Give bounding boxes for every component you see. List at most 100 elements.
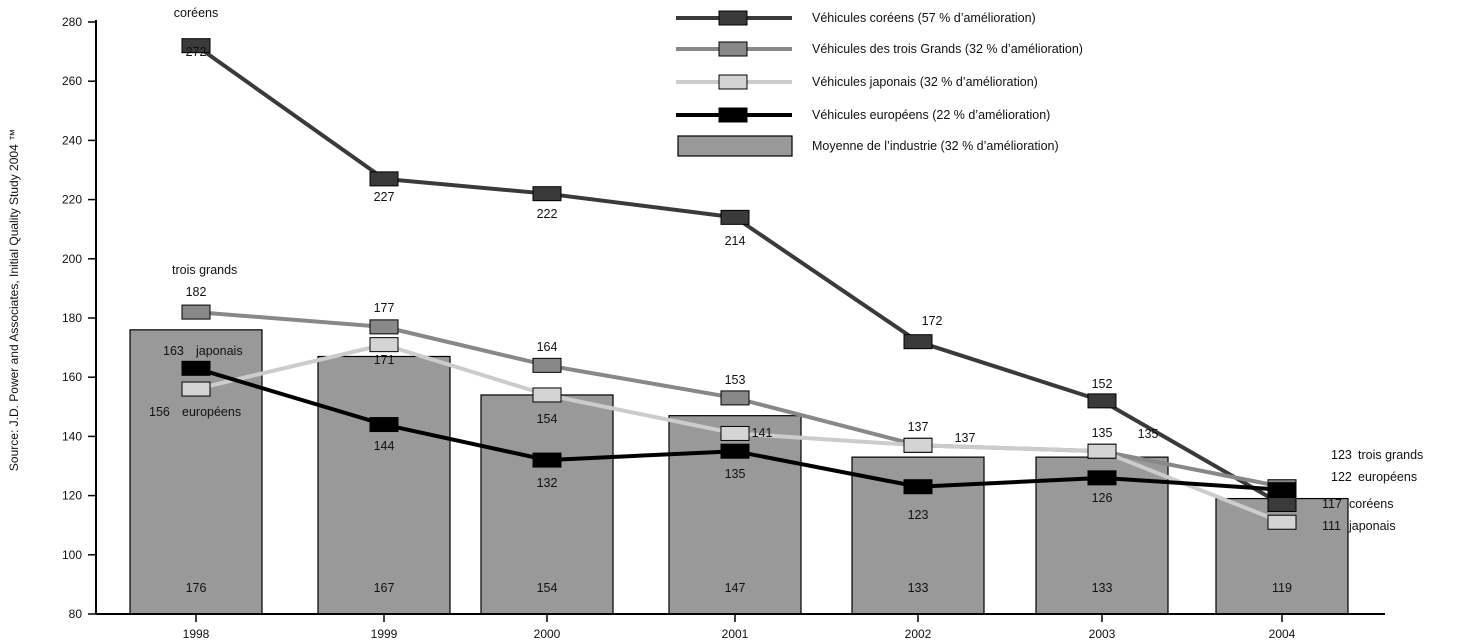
legend-marker-3 <box>718 107 748 123</box>
series-3-value-label: 126 <box>1092 491 1113 505</box>
series-3-marker <box>1267 482 1297 498</box>
start-value-japonais: 163 <box>163 344 184 358</box>
series-1-value-label: 135 <box>1092 426 1113 440</box>
series-0-value-label: 172 <box>922 314 943 328</box>
series-2-value-label: 154 <box>537 412 558 426</box>
bars-layer: 176 167 154 147 133 133 119 <box>129 329 1349 615</box>
series-0-marker <box>369 171 399 187</box>
bar-value-label: 147 <box>725 581 746 595</box>
series-1-value-label: 164 <box>537 340 558 354</box>
series-1-value-label: 177 <box>374 301 395 315</box>
labels-layer: 272 227 222 214 172 152 182 177 164 153 137 135 171 1… <box>149 6 1423 533</box>
legend-label: Moyenne de l’industrie (32 % d’améliorat… <box>812 139 1059 153</box>
end-value-label: 123 <box>1331 448 1352 462</box>
y-tick-label: 180 <box>62 311 82 325</box>
series-3-marker <box>369 417 399 433</box>
series-2-marker <box>903 437 933 453</box>
legend: Véhicules coréens (57 % d’amélioration) V… <box>676 10 1083 157</box>
x-tick-label: 2001 <box>722 627 749 641</box>
end-name-label: européens <box>1358 470 1417 484</box>
series-2-marker <box>1267 514 1297 530</box>
series-0-value-label: 222 <box>537 207 558 221</box>
legend-bar-swatch <box>677 135 793 157</box>
x-tick-label: 2000 <box>534 627 561 641</box>
end-value-label: 117 <box>1322 497 1342 511</box>
series-0-value-label: 152 <box>1092 377 1113 391</box>
source-note-layer: Source: J.D. Power and Associates, Initi… <box>7 129 21 471</box>
legend-marker-2 <box>718 74 748 90</box>
y-tick-label: 140 <box>62 429 82 443</box>
end-value-label: 122 <box>1331 470 1352 484</box>
bar-value-label: 167 <box>374 581 395 595</box>
series-2-marker <box>181 381 211 397</box>
legend-label: Véhicules japonais (32 % d’amélioration) <box>812 75 1038 89</box>
legend-label: Véhicules des trois Grands (32 % d’améli… <box>812 42 1083 56</box>
series-0-value-label: 272 <box>186 45 207 59</box>
x-tick-label: 2003 <box>1089 627 1116 641</box>
x-tick-label: 1998 <box>183 627 210 641</box>
series-2-marker <box>532 387 562 403</box>
bar-value-label: 133 <box>908 581 929 595</box>
legend-marker-1 <box>718 41 748 57</box>
x-tick-label: 2002 <box>905 627 932 641</box>
series-3-marker <box>532 452 562 468</box>
annotation-coreens: coréens <box>174 6 218 20</box>
series-3-value-label: 132 <box>537 476 558 490</box>
series-1-marker <box>181 304 211 320</box>
series-1-marker <box>720 390 750 406</box>
y-tick-label: 260 <box>62 74 82 88</box>
series-2-value-label: 135 <box>1138 427 1159 441</box>
series-2-marker <box>369 337 399 353</box>
series-1-marker <box>369 319 399 335</box>
y-tick-label: 120 <box>62 489 82 503</box>
bar-1999 <box>317 355 451 615</box>
series-1-value-label: 153 <box>725 373 746 387</box>
bar-value-label: 133 <box>1092 581 1113 595</box>
y-tick-label: 280 <box>62 15 82 29</box>
x-tick-label: 1999 <box>371 627 398 641</box>
start-name-europeens: européens <box>182 405 241 419</box>
end-value-label: 111 <box>1322 519 1341 533</box>
y-tick-label: 80 <box>69 607 83 621</box>
series-0-value-label: 227 <box>374 190 395 204</box>
series-3-value-label: 123 <box>908 508 929 522</box>
axes-layer <box>95 20 1385 615</box>
series-2-marker <box>1087 443 1117 459</box>
series-0-marker <box>181 38 211 54</box>
end-name-label: trois grands <box>1358 448 1423 462</box>
y-tick-label: 240 <box>62 133 82 147</box>
lines-layer <box>181 38 1297 530</box>
legend-label: Véhicules européens (22 % d’amélioration… <box>812 108 1050 122</box>
bar-value-label: 176 <box>186 581 207 595</box>
series-2-value-label: 171 <box>374 353 395 367</box>
series-2-value-label: 141 <box>752 426 773 440</box>
series-1-value-label: 137 <box>908 420 929 434</box>
start-value-europeens: 156 <box>149 405 170 419</box>
series-3-marker <box>903 479 933 495</box>
annotation-trois-grands: trois grands <box>172 263 237 277</box>
bar-2000 <box>480 394 614 615</box>
series-0-value-label: 214 <box>725 234 746 248</box>
bar-value-label: 154 <box>537 581 558 595</box>
series-2-marker <box>720 425 750 441</box>
series-3-value-label: 135 <box>725 467 746 481</box>
series-3-marker <box>181 360 211 376</box>
series-2-value-label: 137 <box>955 431 976 445</box>
series-1-marker <box>532 357 562 373</box>
legend-label: Véhicules coréens (57 % d’amélioration) <box>812 11 1036 25</box>
x-tick-label: 2004 <box>1269 627 1296 641</box>
series-0-marker <box>720 209 750 225</box>
y-tick-label: 200 <box>62 252 82 266</box>
source-note: Source: J.D. Power and Associates, Initi… <box>7 129 21 471</box>
series-0-marker <box>1087 393 1117 409</box>
series-0-marker <box>903 334 933 350</box>
x-ticks-layer: 1998 1999 2000 2001 2002 2003 2004 <box>183 614 1296 641</box>
series-0-marker <box>1267 496 1297 512</box>
legend-marker-0 <box>718 10 748 26</box>
end-name-label: japonais <box>1348 519 1396 533</box>
bar-value-label: 119 <box>1272 581 1292 595</box>
start-name-japonais: japonais <box>195 344 243 358</box>
series-3-marker <box>720 443 750 459</box>
y-ticks-layer: 80 100 120 140 160 180 200 220 240 260 280 <box>62 15 96 621</box>
